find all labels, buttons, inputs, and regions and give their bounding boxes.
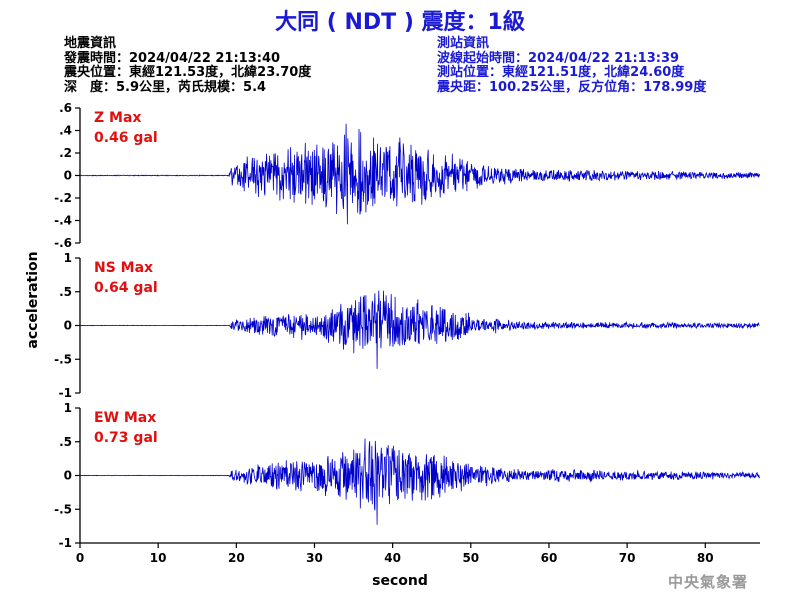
x-tick-label: 50 — [462, 551, 479, 565]
y-tick-label: 0 — [64, 319, 72, 333]
agency-credit: 中央氣象署 — [667, 573, 748, 591]
y-tick-label: -1 — [59, 386, 72, 400]
waveform-2 — [79, 290, 760, 369]
y-tick-label: .4 — [59, 124, 72, 138]
epicentral-distance: 震央距：100.25公里，反方位角：178.99度 — [437, 79, 707, 95]
quake-info-block: 地震資訊 發震時間：2024/04/22 21:13:40 震央位置：東經121… — [64, 36, 312, 95]
y-tick-label: -.5 — [54, 352, 72, 366]
depth-magnitude: 深 度：5.9公里，芮氏規模：5.4 — [64, 79, 267, 95]
y-tick-label: 0 — [64, 169, 72, 183]
station-info-block: 測站資訊 波線起始時間：2024/04/22 21:13:39 測站位置：東經1… — [437, 36, 707, 95]
waveform-3 — [79, 438, 760, 525]
y-tick-label: 0 — [64, 469, 72, 483]
x-tick-label: 40 — [384, 551, 401, 565]
y-tick-label: -.5 — [54, 502, 72, 516]
y-tick-label: -.2 — [54, 191, 72, 205]
wave-start-time: 波線起始時間：2024/04/22 21:13:39 — [437, 50, 680, 66]
x-tick-label: 10 — [150, 551, 167, 565]
x-axis-label: second — [372, 573, 428, 589]
channel-name-2: NS Max — [94, 260, 153, 276]
origin-time: 發震時間：2024/04/22 21:13:40 — [64, 50, 281, 66]
quake-info-heading: 地震資訊 — [64, 36, 117, 51]
y-axis-label: acceleration — [25, 251, 41, 348]
x-tick-label: 30 — [306, 551, 323, 565]
station-info-heading: 測站資訊 — [437, 36, 490, 51]
y-tick-label: -.6 — [54, 236, 72, 250]
epicenter-location: 震央位置：東經121.53度，北緯23.70度 — [64, 65, 312, 80]
channel-name-1: Z Max — [94, 110, 141, 126]
y-tick-label: .5 — [59, 435, 72, 449]
x-tick-label: 0 — [76, 551, 84, 565]
channel-name-3: EW Max — [94, 410, 156, 426]
channel-peak-1: 0.46 gal — [94, 130, 158, 146]
y-tick-label: .6 — [59, 101, 72, 115]
y-tick-label: 1 — [64, 251, 72, 265]
x-tick-label: 20 — [228, 551, 245, 565]
y-tick-label: -1 — [59, 536, 72, 550]
chart-title: 大同 ( NDT ) 震度：1級 — [275, 10, 525, 35]
y-tick-label: -.4 — [54, 214, 72, 228]
y-tick-label: .5 — [59, 285, 72, 299]
x-tick-label: 60 — [541, 551, 558, 565]
station-location: 測站位置：東經121.51度，北緯24.60度 — [437, 65, 685, 80]
y-tick-label: 1 — [64, 401, 72, 415]
x-tick-label: 70 — [619, 551, 636, 565]
channel-peak-3: 0.73 gal — [94, 430, 158, 446]
waveform-1 — [79, 123, 760, 225]
y-tick-label: .2 — [59, 146, 72, 160]
x-tick-label: 80 — [697, 551, 714, 565]
channel-peak-2: 0.64 gal — [94, 280, 158, 296]
